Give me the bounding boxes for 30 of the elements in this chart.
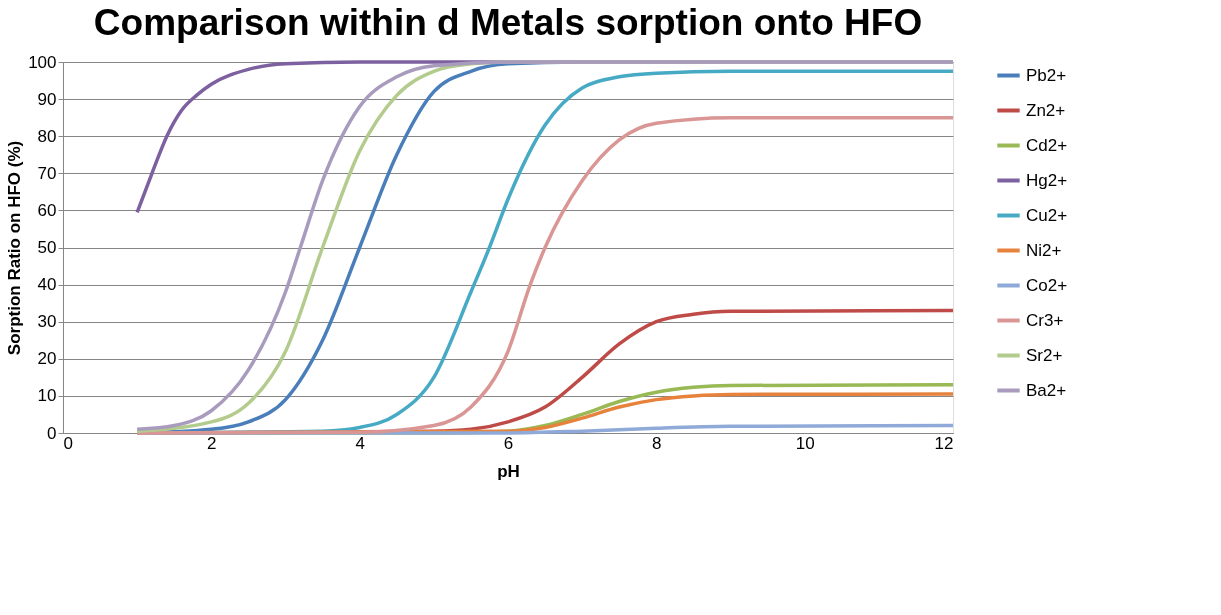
- chart-title: Comparison within d Metals sorption onto HFO: [93, 2, 923, 43]
- x-tick-label: 8: [652, 433, 662, 453]
- y-axis-title: Sorption Ratio on HFO (%): [5, 140, 25, 356]
- legend-label: Cd2+: [1026, 135, 1068, 155]
- legend-label: Ni2+: [1026, 240, 1062, 260]
- y-tick-label: 40: [37, 275, 57, 295]
- x-tick-label: 2: [207, 433, 217, 453]
- x-tick-label: 10: [795, 433, 815, 453]
- y-tick-label: 80: [37, 126, 57, 146]
- x-tick-label: 4: [355, 433, 365, 453]
- y-tick-label: 30: [37, 312, 57, 332]
- x-axis-title: pH: [497, 461, 520, 481]
- x-tick-label: 0: [63, 433, 73, 453]
- legend-label: Cr3+: [1026, 310, 1064, 330]
- y-tick-label: 50: [37, 238, 57, 257]
- legend-label: Co2+: [1026, 275, 1068, 295]
- legend-label: Ba2+: [1026, 380, 1067, 400]
- x-tick-label: 6: [503, 433, 514, 453]
- y-tick-label: 70: [37, 163, 57, 183]
- y-tick-label: 100: [28, 52, 57, 72]
- legend-label: Pb2+: [1026, 65, 1067, 85]
- legend-label: Hg2+: [1026, 170, 1068, 190]
- x-tick-label: 12: [934, 433, 954, 453]
- y-tick-label: 60: [37, 200, 57, 220]
- y-tick-label: 90: [37, 89, 57, 109]
- y-tick-label: 20: [37, 349, 57, 369]
- legend-label: Zn2+: [1026, 100, 1066, 120]
- legend-label: Sr2+: [1026, 345, 1063, 365]
- legend-label: Cu2+: [1026, 205, 1068, 225]
- y-tick-label: 10: [37, 386, 57, 406]
